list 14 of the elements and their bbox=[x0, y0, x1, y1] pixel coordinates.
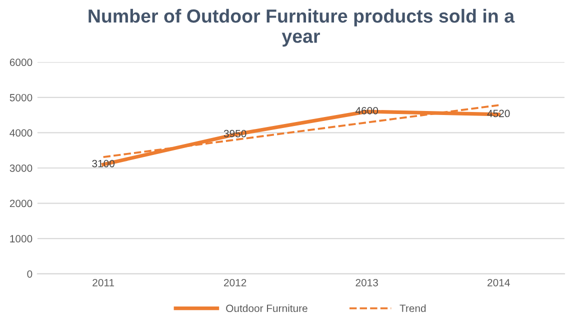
legend-label: Outdoor Furniture bbox=[226, 304, 308, 312]
y-tick-label: 5000 bbox=[10, 94, 32, 102]
y-tick-label: 6000 bbox=[10, 58, 32, 66]
y-tick-label: 4000 bbox=[10, 129, 32, 137]
y-tick-label: 0 bbox=[27, 270, 32, 278]
x-tick-label: 2014 bbox=[488, 278, 510, 286]
y-tick-label: 1000 bbox=[10, 235, 32, 242]
legend-label: Trend bbox=[400, 304, 426, 312]
y-tick-label: 3000 bbox=[10, 164, 32, 172]
x-tick-label: 2011 bbox=[92, 278, 114, 286]
x-tick-label: 2012 bbox=[224, 278, 246, 286]
y-tick-label: 2000 bbox=[10, 200, 32, 208]
x-tick-label: 2013 bbox=[356, 278, 378, 286]
chart-title: Number of Outdoor Furniture products sold in a year bbox=[88, 8, 515, 47]
